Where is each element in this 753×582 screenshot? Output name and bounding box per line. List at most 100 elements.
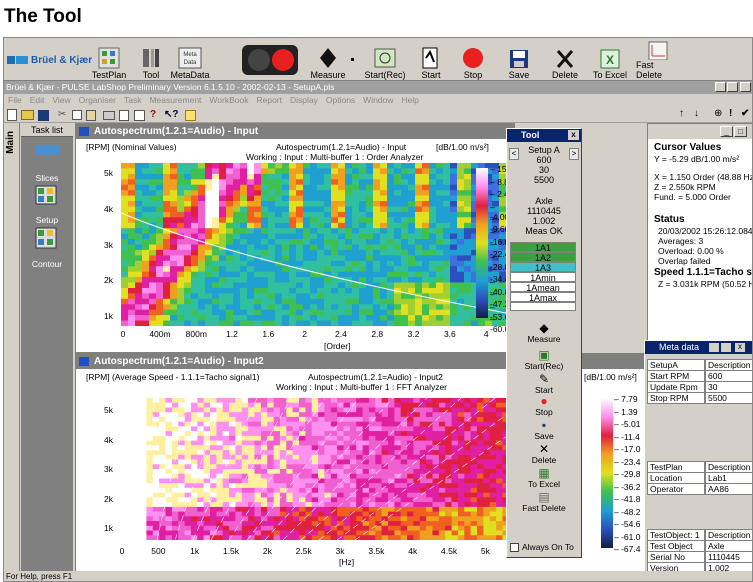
menu-item-window[interactable]: Window (363, 95, 394, 105)
cursor-panel-max[interactable]: □ (734, 126, 747, 137)
metadata-min-button[interactable] (709, 343, 719, 352)
panel2-heatmap[interactable] (121, 398, 566, 540)
exclaim-icon[interactable]: ! (729, 108, 733, 119)
measure-button[interactable]: Measure (306, 40, 350, 80)
new-file-icon[interactable] (7, 109, 17, 121)
panel2-xtick: 5k (480, 546, 490, 556)
tool-button[interactable]: Tool (136, 40, 166, 80)
setup-prev-button[interactable]: < (509, 148, 519, 160)
app-title-bar: Brüel & Kjær - PULSE LabShop Preliminary… (4, 81, 752, 94)
panel1-colorbar-tick: – -34.4 (490, 264, 510, 284)
tool-start-rec-button[interactable]: ▣ Start(Rec) (507, 349, 581, 373)
save-button[interactable]: Save (502, 40, 536, 80)
bk-task-icon[interactable] (35, 145, 59, 155)
stop-button[interactable]: Stop (456, 40, 490, 80)
tool-start-rec-label: Start(Rec) (524, 361, 564, 371)
delete-button[interactable]: Delete (547, 40, 583, 80)
metadata-button[interactable]: Meta Data MetaData (170, 40, 210, 80)
menu-item-view[interactable]: View (52, 95, 71, 105)
menu-item-options[interactable]: Options (325, 95, 356, 105)
tool-delete-button[interactable]: ✕ Delete (507, 443, 581, 467)
menu-item-report[interactable]: Report (256, 95, 282, 105)
measurement-list-item[interactable]: 1A3 (510, 262, 576, 273)
to-excel-button[interactable]: X To Excel (590, 40, 630, 80)
main-tab[interactable]: Main (4, 123, 20, 573)
arrow-up-icon[interactable]: ↑ (679, 108, 684, 119)
tool-window-close[interactable]: x (568, 130, 579, 140)
measurement-list-item[interactable]: 1Amin (510, 272, 576, 283)
fast-delete-button[interactable]: Fast Delete (636, 40, 680, 80)
menu-item-task[interactable]: Task (123, 95, 142, 105)
start-rec-icon (374, 48, 396, 68)
tool-measure-label: Measure (527, 334, 561, 344)
paste-icon[interactable] (86, 110, 96, 121)
task-setup-item[interactable]: Setup (21, 215, 73, 255)
delete-icon (556, 50, 574, 68)
measure-dropdown-dot[interactable] (351, 58, 354, 61)
tool-measure-button[interactable]: ◆ Measure (507, 322, 581, 346)
always-on-top-checkbox[interactable] (510, 543, 519, 552)
setup-icon (35, 227, 57, 249)
start-rec-button[interactable]: Start(Rec) (360, 40, 410, 80)
setup-next-button[interactable]: > (569, 148, 579, 160)
tool-start-button[interactable]: ✎ Start (507, 373, 581, 397)
metadata-close-button[interactable]: x (735, 343, 745, 352)
print-preview-icon[interactable] (119, 110, 129, 121)
cursor-panel-min[interactable]: _ (720, 126, 733, 137)
metadata-cell-key: Operator (647, 483, 705, 495)
help-icon[interactable]: ? (150, 109, 157, 120)
panel1-heatmap[interactable] (121, 163, 506, 326)
print-icon[interactable] (103, 111, 115, 120)
menu-item-edit[interactable]: Edit (29, 95, 45, 105)
panel1-xtick: 2.8 (371, 329, 384, 339)
menu-item-workbook[interactable]: WorkBook (209, 95, 249, 105)
panel1-ytick: 1k (104, 311, 113, 321)
open-folder-icon[interactable] (21, 110, 34, 120)
grid-icon[interactable] (185, 110, 196, 121)
panel2-colorbar-tick: – -11.4 (614, 431, 640, 442)
measurement-list-empty[interactable] (510, 302, 576, 311)
tool-to-excel-button[interactable]: ▦ To Excel (507, 467, 581, 491)
start-button[interactable]: Start (414, 40, 448, 80)
app-max-button[interactable] (727, 82, 738, 92)
menu-item-file[interactable]: File (8, 95, 22, 105)
cut-icon[interactable]: ✂ (58, 109, 67, 120)
status-overload: Overload: 0.00 % (658, 246, 724, 256)
measurement-list-item[interactable]: 1A2 (510, 252, 576, 263)
task-contour-label[interactable]: Contour (31, 259, 63, 269)
tool-save-button[interactable]: ▪ Save (507, 419, 581, 443)
chart-icon[interactable] (134, 110, 145, 121)
tool-stop-button[interactable]: ● Stop (507, 395, 581, 419)
measurement-list-item[interactable]: 1Amax (510, 292, 576, 303)
start-icon: ✎ (538, 372, 550, 386)
app-close-button[interactable] (740, 82, 751, 92)
menu-item-measurement[interactable]: Measurement (149, 95, 202, 105)
panel1-colorbar-tick: – -28.8 (490, 251, 510, 272)
menu-item-help[interactable]: Help (401, 95, 419, 105)
app-min-button[interactable] (715, 82, 726, 92)
metadata-max-button[interactable] (721, 343, 731, 352)
menu-item-organiser[interactable]: Organiser (78, 95, 116, 105)
measurement-list-item[interactable]: 1Amean (510, 282, 576, 293)
task-slices-item[interactable]: Slices (21, 173, 73, 213)
testplan-button[interactable]: TestPlan (86, 40, 132, 80)
panel1-colorbar-tick: – -40.8 (490, 276, 510, 297)
menu-item-display[interactable]: Display (290, 95, 318, 105)
cursor-values-panel: _ □ Cursor Values Y = -5.29 dB/1.00 m/s²… (647, 123, 752, 353)
task-setup-label: Setup (35, 215, 59, 225)
panel1-title: Autospectrum(1.2.1=Audio) - Input (94, 126, 259, 137)
measurement-list-item[interactable]: 1A1 (510, 242, 576, 253)
tool-fast-delete-button[interactable]: ▤ Fast Delete (507, 491, 581, 515)
check-icon[interactable]: ✔ (741, 108, 750, 119)
tool-start-label: Start (535, 385, 553, 395)
arrow-down-icon[interactable]: ↓ (694, 108, 699, 119)
panel2-xlabel: [Hz] (339, 557, 355, 567)
save-file-icon[interactable] (38, 110, 49, 121)
task-list-panel: Task list Slices Setup Contour (21, 123, 73, 573)
cursor-cross-icon[interactable]: ⊕ (714, 108, 723, 119)
copy-icon[interactable] (72, 110, 82, 120)
standard-toolbar: ✂ ? ↖? ↑ ↓ ⊕ ! ✔ (4, 107, 752, 123)
context-help-icon[interactable]: ↖? (164, 109, 179, 120)
metadata-icon: Meta Data (178, 47, 202, 69)
slices-icon (35, 185, 57, 205)
